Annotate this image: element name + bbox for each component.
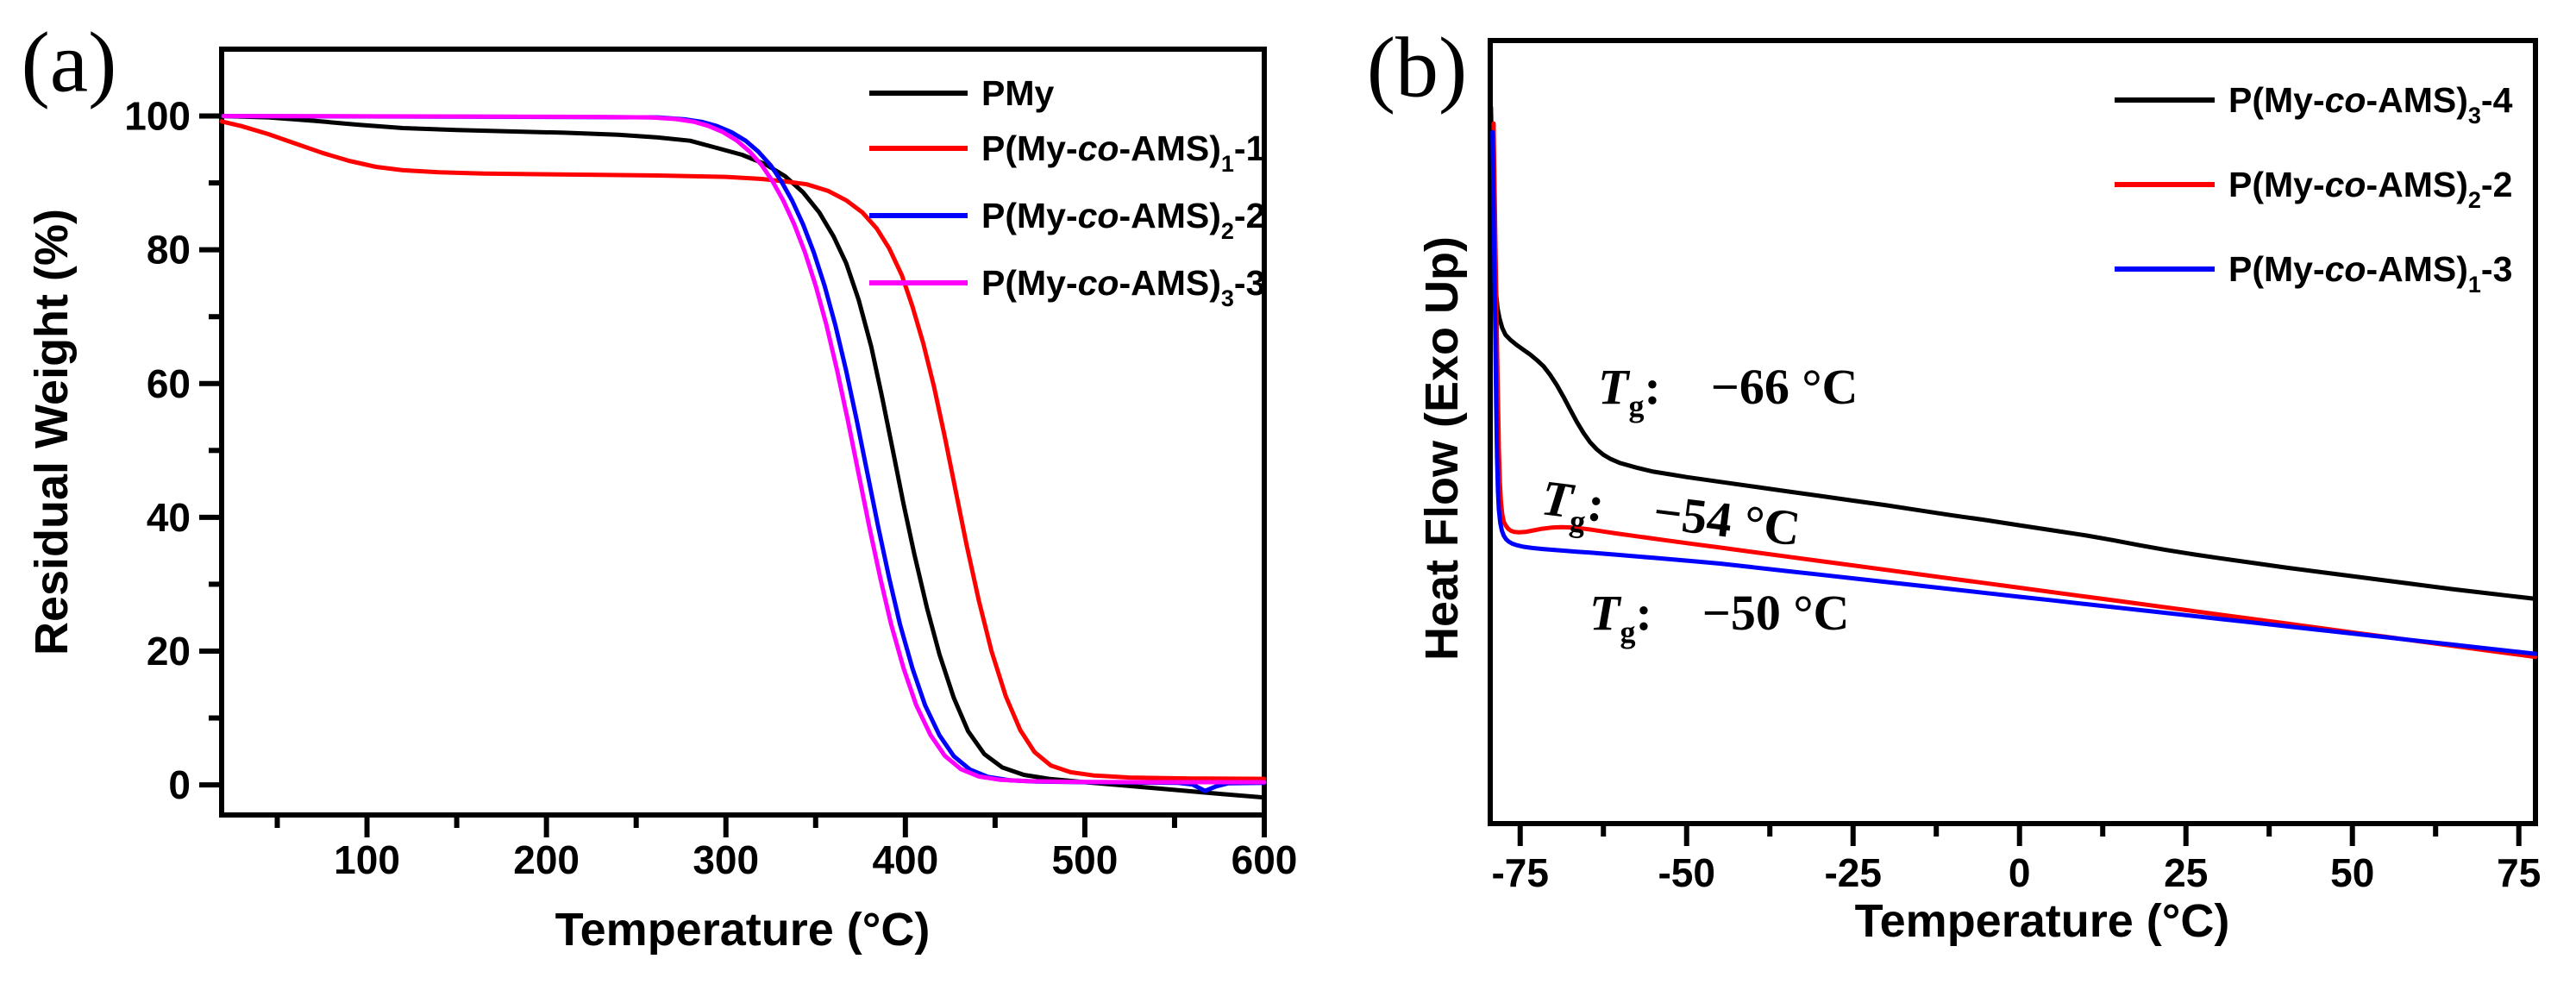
panel-b-plot: -75 -50 -25 0 25 50 75: [1488, 38, 2541, 895]
y-tick-label: 80: [147, 228, 191, 273]
panel-b-frame: [1488, 38, 2538, 826]
x-tick-label: 200: [513, 837, 580, 882]
x-tick-label: 400: [872, 837, 938, 882]
tg-annotation: Tg: −66 °C: [1598, 359, 1858, 423]
legend-label: P(My-co-AMS)1-1: [981, 128, 1266, 177]
panel-b-xaxis-title: Temperature (°C): [1854, 895, 2230, 947]
x-tick-label: 75: [2497, 850, 2541, 895]
legend-label: P(My-co-AMS)2-2: [981, 195, 1266, 244]
x-tick-label: -25: [1824, 850, 1881, 895]
legend-label: P(My-co-AMS)2-2: [2228, 164, 2513, 213]
x-tick-label: 500: [1052, 837, 1119, 882]
legend-line-swatch: [2115, 182, 2215, 187]
legend-label: P(My-co-AMS)1-3: [2228, 248, 2513, 298]
x-tick-label: 600: [1232, 837, 1298, 882]
series-line-P(My-co-AMS)1-1: [219, 119, 1267, 781]
legend-item: P(My-co-AMS)3-3: [869, 262, 1266, 311]
x-tick-label: 0: [2009, 850, 2031, 895]
y-tick-label: 0: [168, 762, 191, 807]
x-tick-label: -50: [1658, 850, 1714, 895]
legend-line-swatch: [869, 146, 968, 151]
y-tick-label: 40: [147, 495, 191, 540]
legend-line-swatch: [869, 213, 968, 218]
panel-a-frame: [219, 47, 1267, 818]
legend-line-swatch: [2115, 97, 2215, 103]
panel-a-label: (a): [21, 14, 117, 110]
x-tick-label: 100: [334, 837, 400, 882]
legend-item: P(My-co-AMS)3-4: [2115, 79, 2513, 128]
legend-item: P(My-co-AMS)1-1: [869, 128, 1266, 177]
series-line-P(My-co-AMS)3-3: [221, 114, 1267, 785]
panel-b-yaxis-title: Heat Flow (Exo Up): [1416, 235, 1468, 661]
x-tick-label: 50: [2330, 850, 2374, 895]
series-line-P(My-co-AMS)1-3: [1490, 129, 2538, 656]
y-tick-label: 20: [147, 629, 191, 674]
legend-item: P(My-co-AMS)1-3: [2115, 248, 2513, 298]
legend-item: PMy: [869, 72, 1054, 114]
x-tick-label: 300: [693, 837, 759, 882]
panel-b-label: (b): [1366, 19, 1468, 116]
panel-a-plot: 100 200 300 400 500 600 0 20 40 60 80 100: [124, 47, 1298, 882]
series-line-P(My-co-AMS)3-4: [1489, 104, 2538, 601]
legend-line-swatch: [2115, 266, 2215, 272]
legend-item: P(My-co-AMS)2-2: [869, 195, 1266, 244]
panel-a-yaxis-title: Residual Weight (%): [26, 208, 78, 656]
legend-line-swatch: [869, 280, 968, 285]
legend-label: P(My-co-AMS)3-4: [2228, 79, 2513, 128]
series-line-PMy: [221, 114, 1267, 800]
legend-label: PMy: [981, 72, 1055, 113]
x-tick-label: -75: [1491, 850, 1548, 895]
y-tick-label: 60: [147, 361, 191, 406]
panel-a-xaxis-title: Temperature (°C): [555, 904, 931, 956]
y-tick-label: 100: [124, 94, 191, 139]
x-tick-label: 25: [2164, 850, 2208, 895]
legend-item: P(My-co-AMS)2-2: [2115, 164, 2513, 213]
tg-annotation: Tg: −54 °C: [1539, 469, 1804, 557]
tg-annotation: Tg: −50 °C: [1589, 585, 1850, 649]
legend-line-swatch: [869, 91, 968, 96]
series-line-P(My-co-AMS)2-2: [1491, 121, 2538, 660]
legend-label: P(My-co-AMS)3-3: [981, 262, 1266, 311]
